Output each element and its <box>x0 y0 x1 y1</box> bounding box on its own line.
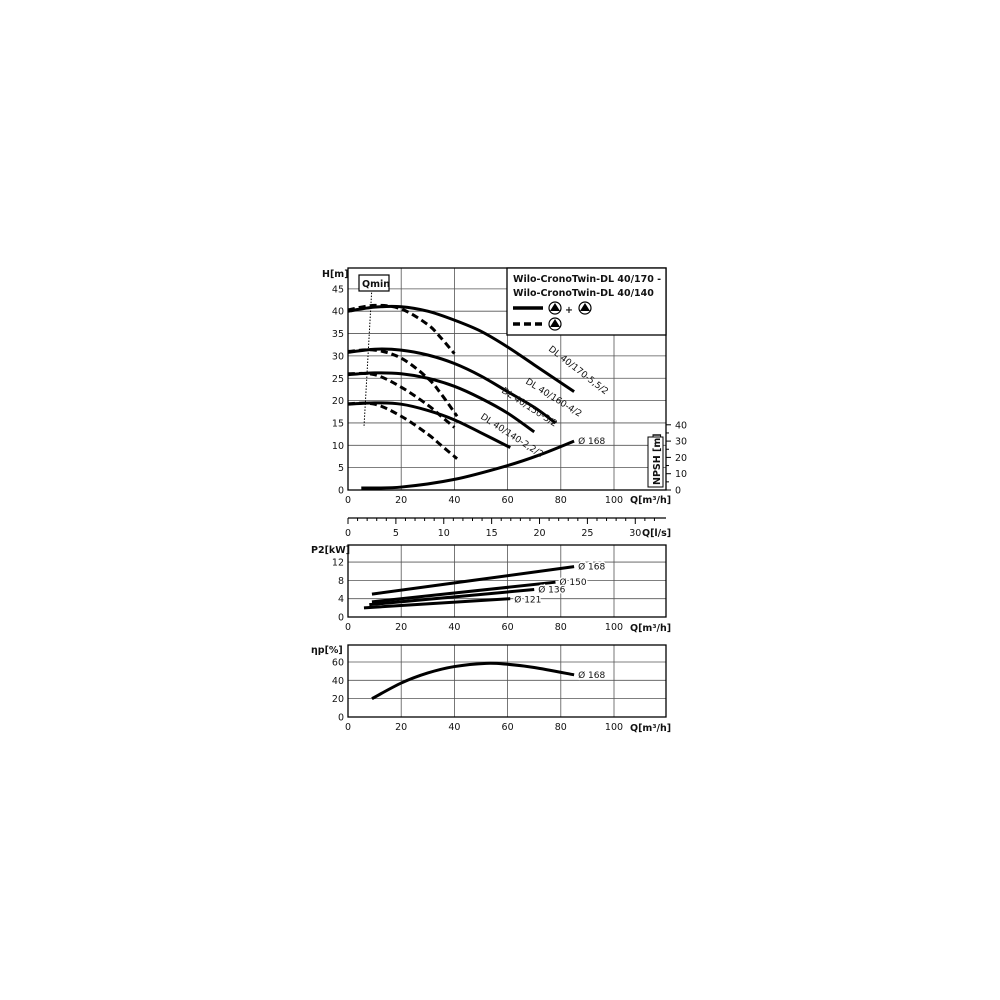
npsh-axis-label: NPSH [m] <box>652 433 663 485</box>
x-tick-label: 80 <box>555 722 567 733</box>
twin-pump-curve <box>347 371 536 434</box>
y-tick-label: 0 <box>338 486 344 497</box>
qmin-label: Qmin <box>362 279 390 290</box>
x-tick-label: 0 <box>345 495 351 506</box>
y-tick-label: 0 <box>338 713 344 724</box>
curve-label: Ø 136 <box>538 585 565 596</box>
npsh-tick-label: 30 <box>675 437 687 448</box>
legend-title-line-2: Wilo-CronoTwin-DL 40/140 <box>513 288 654 299</box>
efficiency-curve <box>371 661 575 700</box>
npsh-curve-label: Ø 168 <box>578 436 605 447</box>
x-axis-label-q-eta: Q[m³/h] <box>630 723 671 734</box>
x2-tick-label: 10 <box>438 528 450 539</box>
pump-triangle-icon <box>548 317 562 331</box>
y-tick-label: 60 <box>332 657 344 668</box>
x-axis-label-q-p2: Q[m³/h] <box>630 623 671 634</box>
y-axis-label-p2: P2[kW] <box>311 545 350 556</box>
npsh-label-box <box>647 436 664 488</box>
x2-tick-label: 30 <box>629 528 641 539</box>
legend-title-line-1: Wilo-CronoTwin-DL 40/170 - <box>513 274 661 285</box>
plot-frame <box>347 544 667 618</box>
x-tick-label: 40 <box>448 622 460 633</box>
y-tick-label: 10 <box>332 441 344 452</box>
legend-box <box>506 267 667 336</box>
x2-tick-label: 20 <box>533 528 545 539</box>
y-tick-label: 40 <box>332 307 344 318</box>
power-curve <box>363 597 511 610</box>
y-tick-label: 45 <box>332 284 344 295</box>
pump-triangle-icon <box>548 301 562 315</box>
x-tick-label: 60 <box>502 495 514 506</box>
x-tick-label: 0 <box>345 622 351 633</box>
curve-label: Ø 168 <box>578 562 605 573</box>
legend-plus: + <box>565 305 573 316</box>
y-tick-label: 5 <box>338 463 344 474</box>
power-curve <box>371 565 575 596</box>
x-tick-label: 20 <box>395 722 407 733</box>
x-tick-label: 40 <box>448 722 460 733</box>
x-tick-label: 20 <box>395 622 407 633</box>
x-tick-label: 100 <box>605 622 623 633</box>
y-tick-label: 15 <box>332 418 344 429</box>
twin-pump-curve <box>347 347 557 425</box>
single-pump-curve <box>347 348 459 418</box>
plot-frame <box>347 644 667 718</box>
x2-tick-label: 5 <box>393 528 399 539</box>
power-curve <box>369 588 535 607</box>
x-tick-label: 80 <box>555 495 567 506</box>
npsh-curve <box>361 439 575 490</box>
y-tick-label: 25 <box>332 374 344 385</box>
y-tick-label: 35 <box>332 329 344 340</box>
x-tick-label: 80 <box>555 622 567 633</box>
y-tick-label: 4 <box>338 594 344 605</box>
x-tick-label: 60 <box>502 622 514 633</box>
y-tick-label: 20 <box>332 396 344 407</box>
x-tick-label: 0 <box>345 722 351 733</box>
npsh-tick-label: 40 <box>675 420 687 431</box>
x-tick-label: 100 <box>605 722 623 733</box>
x2-axis-label-ls: Q[l/s] <box>642 528 671 539</box>
x2-tick-label: 15 <box>486 528 498 539</box>
x-tick-label: 20 <box>395 495 407 506</box>
x-tick-label: 40 <box>448 495 460 506</box>
x-tick-label: 100 <box>605 495 623 506</box>
curve-label: Ø 150 <box>559 577 586 588</box>
y-tick-label: 30 <box>332 351 344 362</box>
y-tick-label: 8 <box>338 576 344 587</box>
y-axis-label-eta: ηp[%] <box>311 645 343 656</box>
y-tick-label: 20 <box>332 694 344 705</box>
pump-triangle-icon <box>578 301 592 315</box>
y-axis-label-h: H[m] <box>322 269 349 280</box>
y-tick-label: 0 <box>338 613 344 624</box>
npsh-tick-label: 20 <box>675 453 687 464</box>
single-pump-curve <box>347 401 459 460</box>
x-axis-label-q: Q[m³/h] <box>630 495 671 506</box>
y-tick-label: 12 <box>332 558 344 569</box>
curve-label: Ø 121 <box>514 595 541 606</box>
power-curve <box>371 580 556 604</box>
single-pump-curve <box>347 371 456 429</box>
x2-tick-label: 25 <box>581 528 593 539</box>
legend: Wilo-CronoTwin-DL 40/170 - Wilo-CronoTwi… <box>506 267 667 336</box>
curve-label: Ø 168 <box>578 670 605 681</box>
x-tick-label: 60 <box>502 722 514 733</box>
y-tick-label: 40 <box>332 676 344 687</box>
npsh-tick-label: 0 <box>675 486 681 497</box>
x2-tick-label: 0 <box>345 528 351 539</box>
single-pump-curve <box>347 303 456 355</box>
npsh-tick-label: 10 <box>675 469 687 480</box>
qmin-box <box>358 274 390 292</box>
